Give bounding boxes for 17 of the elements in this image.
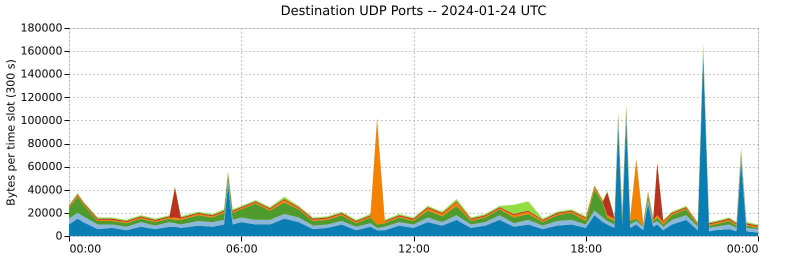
y-axis-title: Bytes per time slot (300 s) <box>4 59 18 206</box>
y-tick-label: 180000 <box>20 22 62 34</box>
y-tick-label: 100000 <box>20 114 62 127</box>
y-tick-label: 80000 <box>28 137 62 150</box>
y-tick-label: 120000 <box>20 90 62 104</box>
x-tick-label: 18:00 <box>570 242 602 256</box>
y-tick-label: 40000 <box>28 183 62 196</box>
chart-title: Destination UDP Ports -- 2024-01-24 UTC <box>280 4 546 19</box>
x-tick-label: 06:00 <box>226 242 258 256</box>
y-tick-label: 60000 <box>28 160 62 174</box>
x-tick-label: 12:00 <box>398 242 430 256</box>
x-tick-label: 00:00 <box>726 242 758 256</box>
y-tick-label: 0 <box>56 230 62 242</box>
y-tick-label: 140000 <box>20 68 62 81</box>
y-tick-label: 20000 <box>28 206 62 220</box>
x-tick-label: 00:00 <box>70 242 102 256</box>
y-tick-label: 160000 <box>20 44 62 58</box>
